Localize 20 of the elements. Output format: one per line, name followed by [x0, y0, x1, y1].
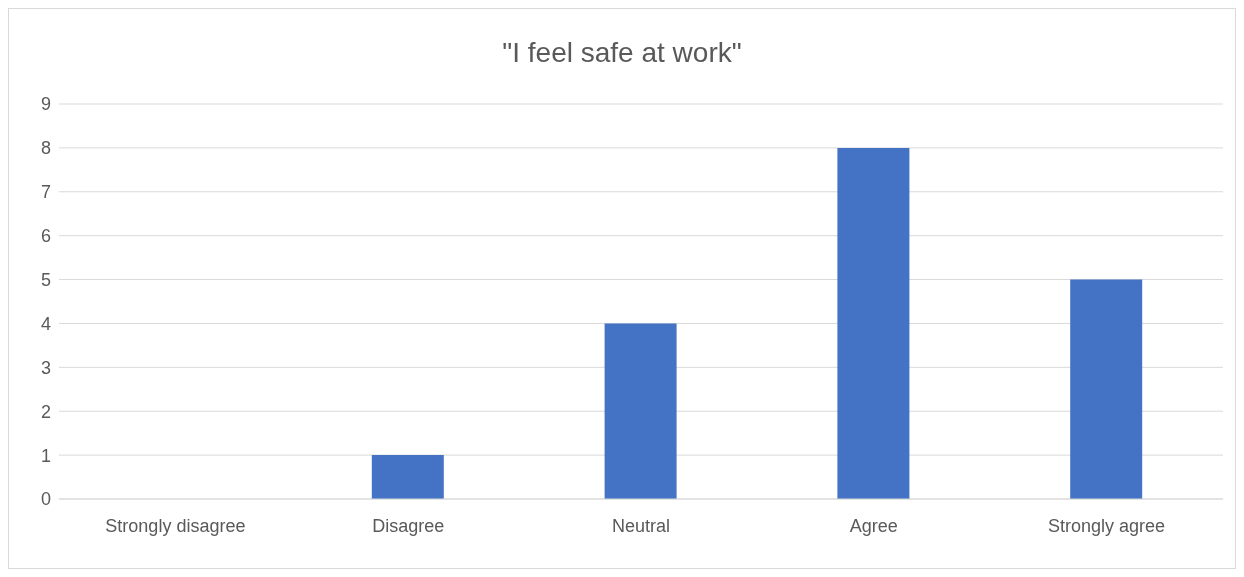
y-tick-label: 1 — [40, 445, 51, 466]
x-tick-label: Strongly disagree — [105, 515, 246, 536]
bar — [371, 455, 444, 499]
bar — [604, 323, 677, 499]
chart-title: "I feel safe at work" — [501, 36, 743, 70]
y-tick-label: 8 — [40, 138, 51, 159]
y-tick-label: 4 — [40, 313, 51, 334]
y-tick-label: 3 — [40, 357, 51, 378]
x-tick-label: Neutral — [611, 515, 671, 536]
bar — [837, 147, 910, 499]
y-tick-label: 7 — [40, 182, 51, 203]
bar — [1070, 279, 1143, 499]
x-tick-label: Disagree — [372, 515, 445, 536]
y-tick-label: 0 — [40, 489, 51, 510]
y-tick-label: 6 — [40, 226, 51, 247]
y-tick-label: 9 — [40, 94, 51, 115]
y-tick-label: 2 — [40, 401, 51, 422]
y-tick-label: 5 — [40, 269, 51, 290]
x-tick-label: Strongly agree — [1048, 515, 1166, 536]
x-tick-label: Agree — [849, 515, 898, 536]
